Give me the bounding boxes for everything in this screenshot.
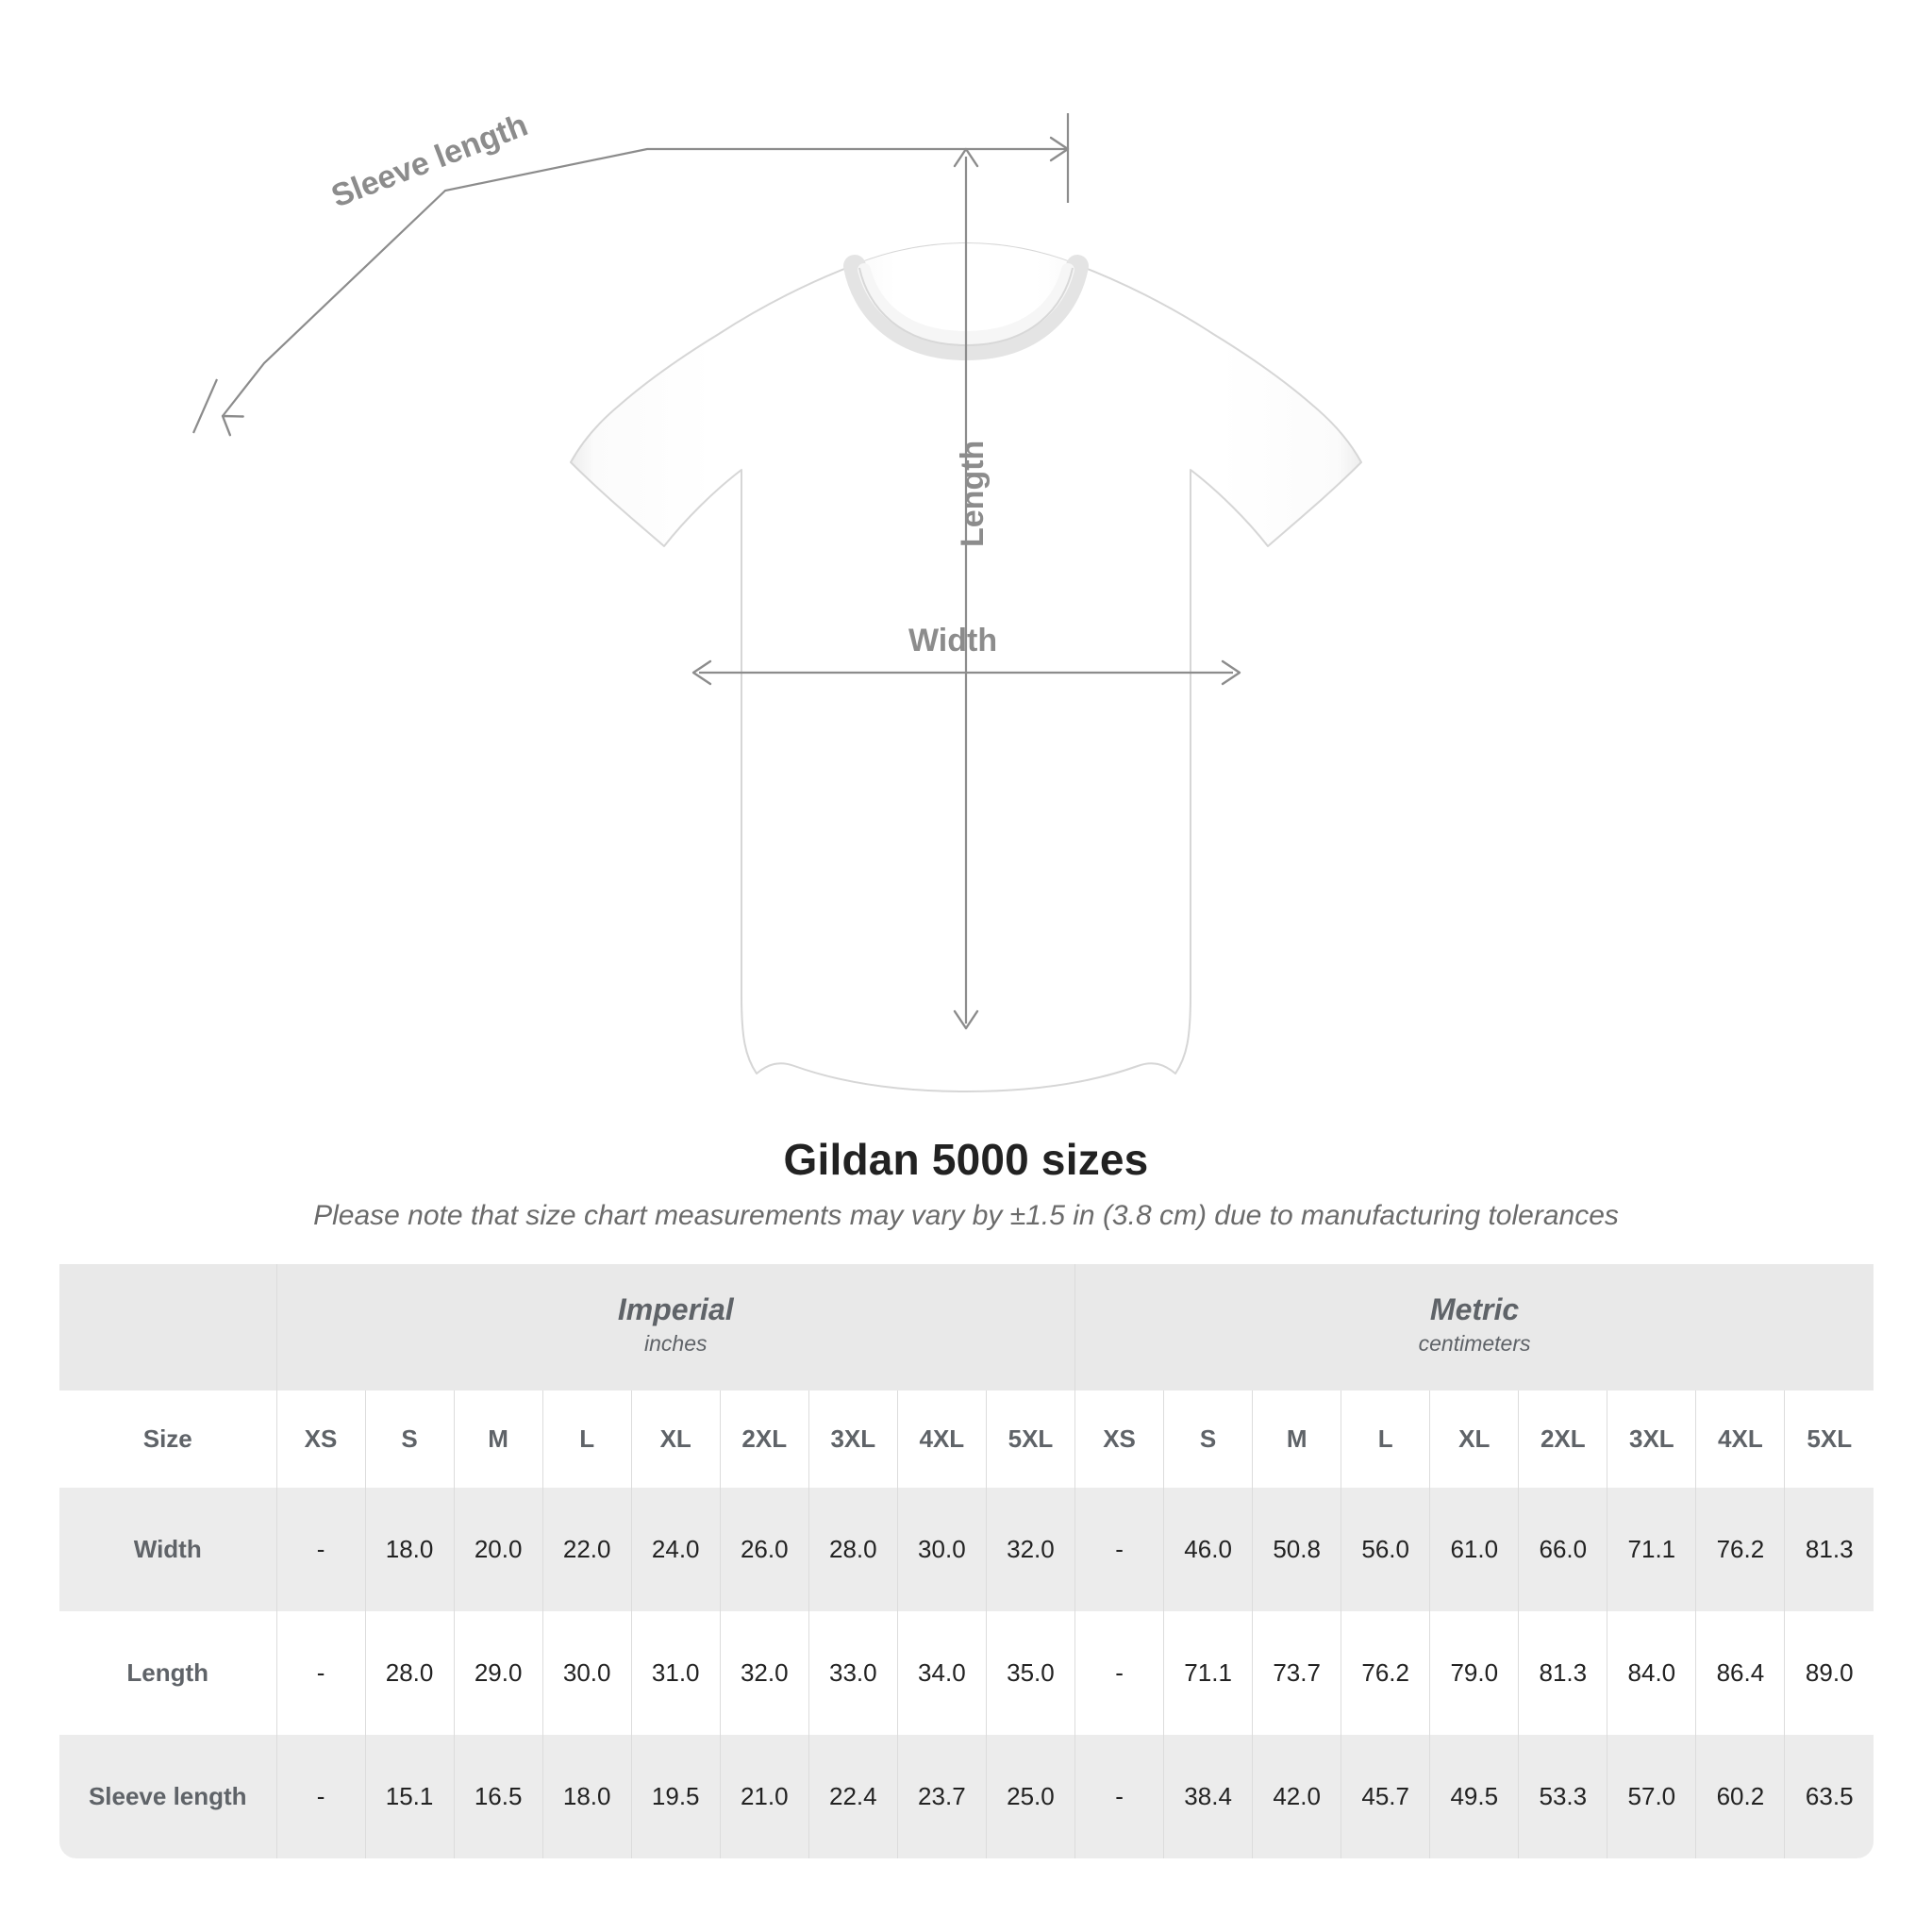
svg-text:Sleeve length: Sleeve length — [326, 107, 532, 214]
svg-text:Width: Width — [908, 623, 997, 658]
svg-text:Length: Length — [955, 441, 991, 547]
